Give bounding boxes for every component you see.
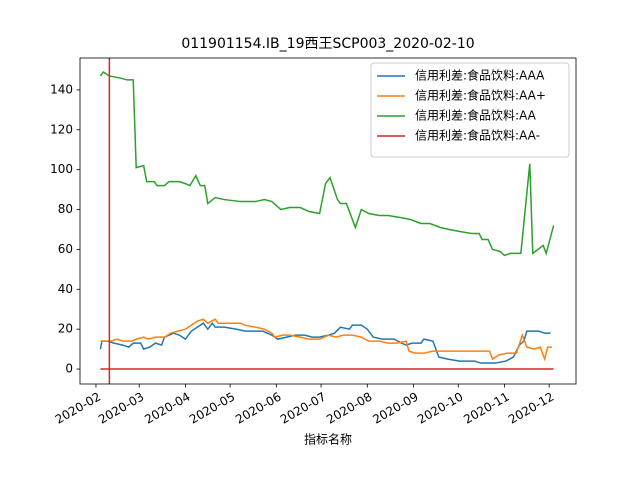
y-tick-label: 140	[50, 82, 73, 96]
series-line	[99, 321, 551, 364]
y-tick-label: 60	[58, 242, 73, 256]
legend-label: 信用利差:食品饮料:AAA	[415, 68, 545, 83]
x-axis-label: 指标名称	[304, 432, 352, 447]
axes-frame	[79, 57, 577, 385]
series-line	[100, 318, 553, 362]
series-line	[99, 70, 555, 257]
legend-label: 信用利差:食品饮料:AA+	[415, 88, 546, 103]
y-tick-label: 80	[58, 202, 73, 216]
y-tick-label: 20	[58, 322, 73, 336]
legend-box	[370, 62, 570, 158]
y-tick-label: 40	[58, 282, 73, 296]
y-tick-label: 0	[65, 362, 73, 376]
legend: 信用利差:食品饮料:AAA 信用利差:食品饮料:AA+ 信用利差:食品饮料:AA 信用…	[370, 62, 570, 158]
y-tick-label: 100	[50, 162, 73, 176]
y-tick-label: 120	[50, 122, 73, 136]
legend-label: 信用利差:食品饮料:AA-	[415, 128, 540, 143]
chart-title: 011901154.IB_19西王SCP003_2020-02-10	[181, 36, 474, 52]
legend-label: 信用利差:食品饮料:AA	[415, 108, 537, 123]
